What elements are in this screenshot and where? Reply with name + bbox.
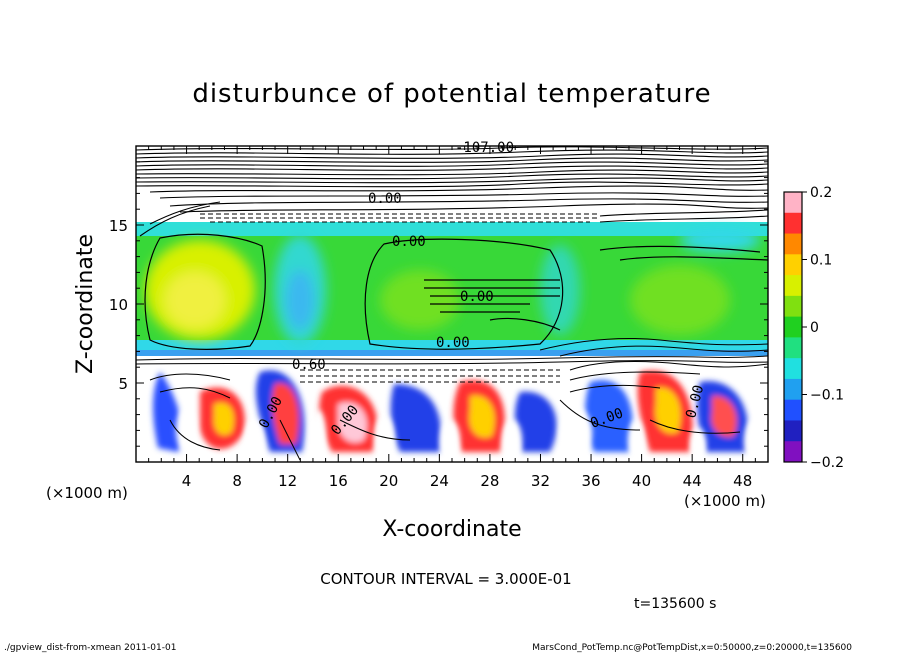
- colorbar-swatch: [784, 399, 802, 421]
- x-tick-label: 12: [278, 472, 297, 490]
- contour-label: 0.00: [436, 335, 470, 351]
- x-unit-right: (×1000 m): [684, 492, 766, 510]
- lower-turbulent-layer: [153, 370, 749, 452]
- colorbar-swatch: [784, 295, 802, 318]
- contour-label: 0.60: [292, 357, 326, 373]
- colorbar-swatch: [784, 420, 802, 442]
- colorbar-tick-label: 0: [810, 320, 819, 336]
- x-axis: 4 8 12 16 20 24 28 32 36 40 44 48: [148, 146, 756, 490]
- heatmap-field: [136, 146, 768, 462]
- colorbar: 0.2 0.1 0 −0.1 −0.2: [783, 185, 844, 471]
- colorbar-swatch: [784, 233, 802, 255]
- colorbar-swatch: [784, 358, 802, 380]
- footer-right: MarsCond_PotTemp.nc@PotTempDist,x=0:5000…: [532, 643, 852, 653]
- x-unit-left: (×1000 m): [46, 484, 128, 502]
- upper-contour-mass: [136, 146, 768, 237]
- warm-region-center: [380, 270, 460, 330]
- cool-core-mid: [286, 270, 314, 330]
- y-axis: 5 10 15: [109, 161, 768, 447]
- colorbar-swatch: [784, 441, 802, 463]
- colorbar-tick-label: 0.2: [810, 185, 832, 201]
- colorbar-swatch: [784, 275, 802, 297]
- x-tick-label: 40: [632, 472, 651, 490]
- upper-dashed-contours: [200, 213, 600, 223]
- y-tick-label: 5: [118, 375, 128, 393]
- y-tick-label: 10: [109, 296, 128, 314]
- contour-labels: -107.00 0.00 0.00 0.00 0.00 0.60 0.00 0.…: [256, 140, 707, 438]
- colorbar-tick-label: −0.1: [810, 388, 844, 404]
- colorbar-tick-label: −0.2: [810, 455, 844, 471]
- contour-label: 0.00: [392, 234, 426, 250]
- warm-core-left: [165, 272, 225, 328]
- x-tick-label: 28: [480, 472, 499, 490]
- x-tick-label: 24: [430, 472, 449, 490]
- contour-interval-text: CONTOUR INTERVAL = 3.000E-01: [320, 570, 571, 588]
- contour-label: 0.00: [368, 191, 402, 207]
- lower-white-gaps: [176, 408, 768, 462]
- x-axis-label: X-coordinate: [382, 517, 521, 542]
- warm-region-right: [630, 265, 730, 335]
- footer-left: ./gpview_dist-from-xmean 2011-01-01: [4, 643, 176, 653]
- x-tick-label: 4: [182, 472, 192, 490]
- x-tick-label: 16: [329, 472, 348, 490]
- colorbar-swatch: [784, 192, 802, 214]
- y-axis-label: Z-coordinate: [73, 234, 98, 374]
- x-tick-label: 44: [683, 472, 702, 490]
- colorbar-swatch: [784, 254, 802, 276]
- colorbar-swatch: [784, 316, 802, 338]
- contour-label: -107.00: [455, 140, 514, 156]
- lower-contour-mass: [136, 337, 768, 461]
- central-contours: [144, 233, 768, 350]
- lower-blue-band: [136, 350, 768, 356]
- time-label: t=135600 s: [634, 596, 716, 612]
- colorbar-swatch: [784, 378, 802, 401]
- contour-label: 0.00: [460, 289, 494, 305]
- y-tick-label: 15: [109, 217, 128, 235]
- cool-top-right: [680, 228, 760, 252]
- colorbar-tick-label: 0.1: [810, 253, 832, 269]
- x-tick-label: 36: [581, 472, 600, 490]
- colorbar-swatch: [784, 337, 802, 359]
- colorbar-swatch: [784, 212, 802, 235]
- x-tick-label: 48: [733, 472, 752, 490]
- cool-region-right: [540, 245, 580, 335]
- x-tick-label: 20: [379, 472, 398, 490]
- x-tick-label: 32: [531, 472, 550, 490]
- chart-title: disturbunce of potential temperature: [192, 79, 711, 109]
- x-tick-label: 8: [232, 472, 242, 490]
- lower-dashed-contours: [300, 369, 560, 383]
